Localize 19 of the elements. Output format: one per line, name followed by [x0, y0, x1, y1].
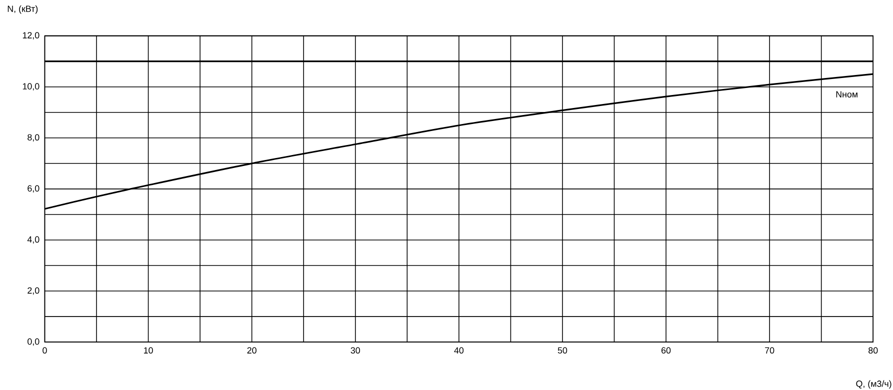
- y-tick-label: 8,0: [28, 134, 40, 142]
- x-tick-label: 80: [868, 347, 878, 354]
- y-tick-label: 12,0: [22, 32, 40, 40]
- ref-line-label: Nном: [836, 91, 858, 98]
- y-tick-label: 2,0: [28, 287, 40, 295]
- y-tick-label: 6,0: [28, 185, 40, 193]
- x-tick-label: 30: [350, 347, 360, 354]
- x-tick-label: 60: [662, 347, 671, 354]
- x-tick-label: 50: [558, 347, 568, 354]
- x-tick-label: 10: [144, 347, 153, 354]
- x-tick-label: 40: [454, 347, 464, 354]
- x-tick-label: 70: [765, 347, 774, 354]
- x-axis-title: Q, (м3/ч): [856, 380, 892, 389]
- y-axis-title: N, (кВт): [8, 6, 38, 14]
- y-tick-label: 0,0: [28, 338, 40, 346]
- x-tick-label: 0: [42, 347, 47, 354]
- x-tick-label: 20: [247, 347, 256, 354]
- y-tick-label: 4,0: [27, 236, 40, 244]
- y-tick-label: 10,0: [22, 83, 40, 91]
